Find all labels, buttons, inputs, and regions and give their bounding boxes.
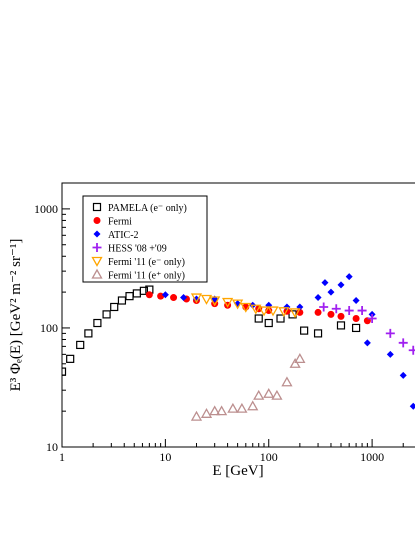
data-point <box>398 338 408 348</box>
data-point <box>161 291 169 299</box>
y-tick-label: 100 <box>40 321 58 335</box>
legend-label: PAMELA (e⁻ only) <box>108 203 187 214</box>
data-point <box>145 291 153 299</box>
legend-marker <box>92 202 102 212</box>
data-point <box>337 281 345 289</box>
legend-label: HESS '08 +'09 <box>108 244 167 255</box>
data-point <box>289 308 301 319</box>
data-point <box>240 302 252 313</box>
legend-label: Fermi '11 (e⁻ only) <box>108 257 185 268</box>
data-point <box>247 400 259 411</box>
data-point <box>276 314 285 323</box>
data-point <box>209 296 221 307</box>
data-point <box>283 303 291 311</box>
data-point <box>271 389 283 400</box>
legend-label: Fermi '11 (e⁺ only) <box>108 271 185 282</box>
data-point <box>84 329 93 338</box>
data-point <box>192 295 200 303</box>
legend-label: ATIC-2 <box>108 230 139 241</box>
data-point <box>327 288 335 296</box>
x-tick-label: 100 <box>260 450 278 464</box>
data-point <box>132 289 141 298</box>
data-point <box>102 310 111 319</box>
y-axis-label: E³ Φₑ(E) [GeV² m⁻² sr⁻¹] <box>8 239 24 392</box>
x-tick-label: 1000 <box>360 450 384 464</box>
data-point <box>385 328 395 338</box>
data-point <box>110 302 119 312</box>
data-point <box>319 302 329 312</box>
data-point <box>93 318 102 328</box>
data-point <box>281 376 293 387</box>
data-point <box>232 299 244 310</box>
data-point <box>267 306 279 317</box>
data-point <box>314 308 322 316</box>
data-point <box>352 297 360 305</box>
data-point <box>321 279 329 287</box>
data-point <box>386 350 394 358</box>
data-point <box>300 326 309 335</box>
data-point <box>313 329 323 338</box>
data-point <box>62 367 67 376</box>
legend-marker <box>91 268 103 279</box>
data-point <box>66 354 75 363</box>
data-point <box>337 312 345 320</box>
legend-marker <box>92 243 102 252</box>
data-point <box>236 402 248 413</box>
data-point <box>117 296 127 305</box>
y-tick-label: 10 <box>46 440 58 454</box>
data-point <box>250 304 262 315</box>
data-point <box>367 314 377 324</box>
data-point <box>180 294 188 302</box>
data-point <box>363 339 371 347</box>
data-point <box>294 353 306 364</box>
data-point <box>254 314 263 323</box>
data-point <box>314 294 322 302</box>
data-point <box>357 306 367 316</box>
data-point <box>352 315 360 323</box>
legend-box <box>82 195 208 283</box>
data-point <box>221 297 234 308</box>
data-point <box>409 402 415 410</box>
data-point <box>278 307 290 318</box>
data-point <box>351 323 361 333</box>
legend-marker <box>93 230 101 238</box>
legend-marker <box>91 256 103 267</box>
data-point <box>399 371 407 379</box>
data-point <box>227 402 239 413</box>
data-point <box>125 292 134 301</box>
plot-frame <box>61 182 415 448</box>
data-point <box>190 293 203 304</box>
data-point <box>336 321 346 330</box>
legend-label: Fermi <box>108 217 132 228</box>
x-axis-label: E [GeV] <box>212 463 263 479</box>
data-point <box>263 387 275 398</box>
x-tick-label: 1 <box>59 450 65 464</box>
data-point <box>327 310 335 318</box>
data-point <box>76 340 85 350</box>
data-point <box>209 405 221 416</box>
data-point <box>264 318 273 328</box>
x-tick-label: 10 <box>159 450 171 464</box>
y-tick-label: 1000 <box>34 202 58 216</box>
data-point <box>200 407 213 418</box>
legend-marker <box>93 217 101 224</box>
data-point <box>345 273 353 281</box>
data-point <box>170 294 178 302</box>
data-point <box>215 405 228 416</box>
data-point <box>344 306 354 316</box>
data-point <box>258 306 270 317</box>
data-point <box>289 357 301 368</box>
marks <box>62 273 415 421</box>
data-point <box>200 294 213 305</box>
data-point <box>331 304 341 314</box>
data-point <box>253 389 265 400</box>
data-point <box>139 286 149 295</box>
data-point <box>190 410 203 421</box>
data-point <box>408 345 415 355</box>
